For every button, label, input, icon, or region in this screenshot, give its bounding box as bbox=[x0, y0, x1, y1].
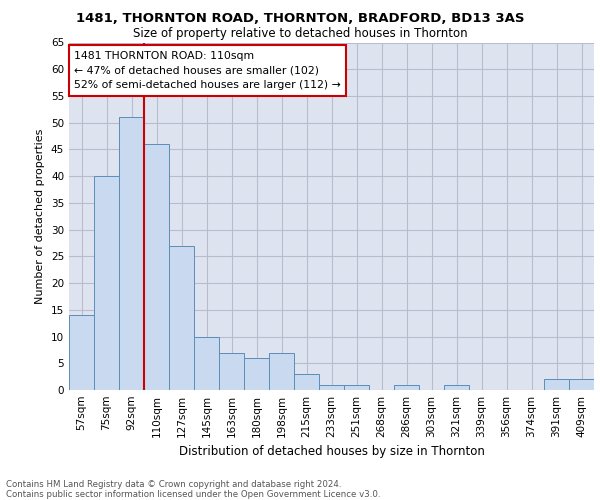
Bar bbox=[94, 176, 119, 390]
Text: 1481 THORNTON ROAD: 110sqm
← 47% of detached houses are smaller (102)
52% of sem: 1481 THORNTON ROAD: 110sqm ← 47% of deta… bbox=[74, 50, 341, 90]
Bar bbox=[69, 315, 94, 390]
Bar bbox=[569, 380, 594, 390]
Bar bbox=[119, 118, 144, 390]
Bar bbox=[144, 144, 169, 390]
Bar bbox=[319, 384, 344, 390]
X-axis label: Distribution of detached houses by size in Thornton: Distribution of detached houses by size … bbox=[179, 446, 484, 458]
Bar bbox=[344, 384, 369, 390]
Y-axis label: Number of detached properties: Number of detached properties bbox=[35, 128, 46, 304]
Text: Size of property relative to detached houses in Thornton: Size of property relative to detached ho… bbox=[133, 28, 467, 40]
Bar bbox=[244, 358, 269, 390]
Bar bbox=[169, 246, 194, 390]
Bar bbox=[269, 352, 294, 390]
Bar bbox=[219, 352, 244, 390]
Bar bbox=[444, 384, 469, 390]
Bar bbox=[544, 380, 569, 390]
Bar bbox=[194, 336, 219, 390]
Bar bbox=[294, 374, 319, 390]
Bar bbox=[394, 384, 419, 390]
Text: Contains HM Land Registry data © Crown copyright and database right 2024.
Contai: Contains HM Land Registry data © Crown c… bbox=[6, 480, 380, 499]
Text: 1481, THORNTON ROAD, THORNTON, BRADFORD, BD13 3AS: 1481, THORNTON ROAD, THORNTON, BRADFORD,… bbox=[76, 12, 524, 26]
